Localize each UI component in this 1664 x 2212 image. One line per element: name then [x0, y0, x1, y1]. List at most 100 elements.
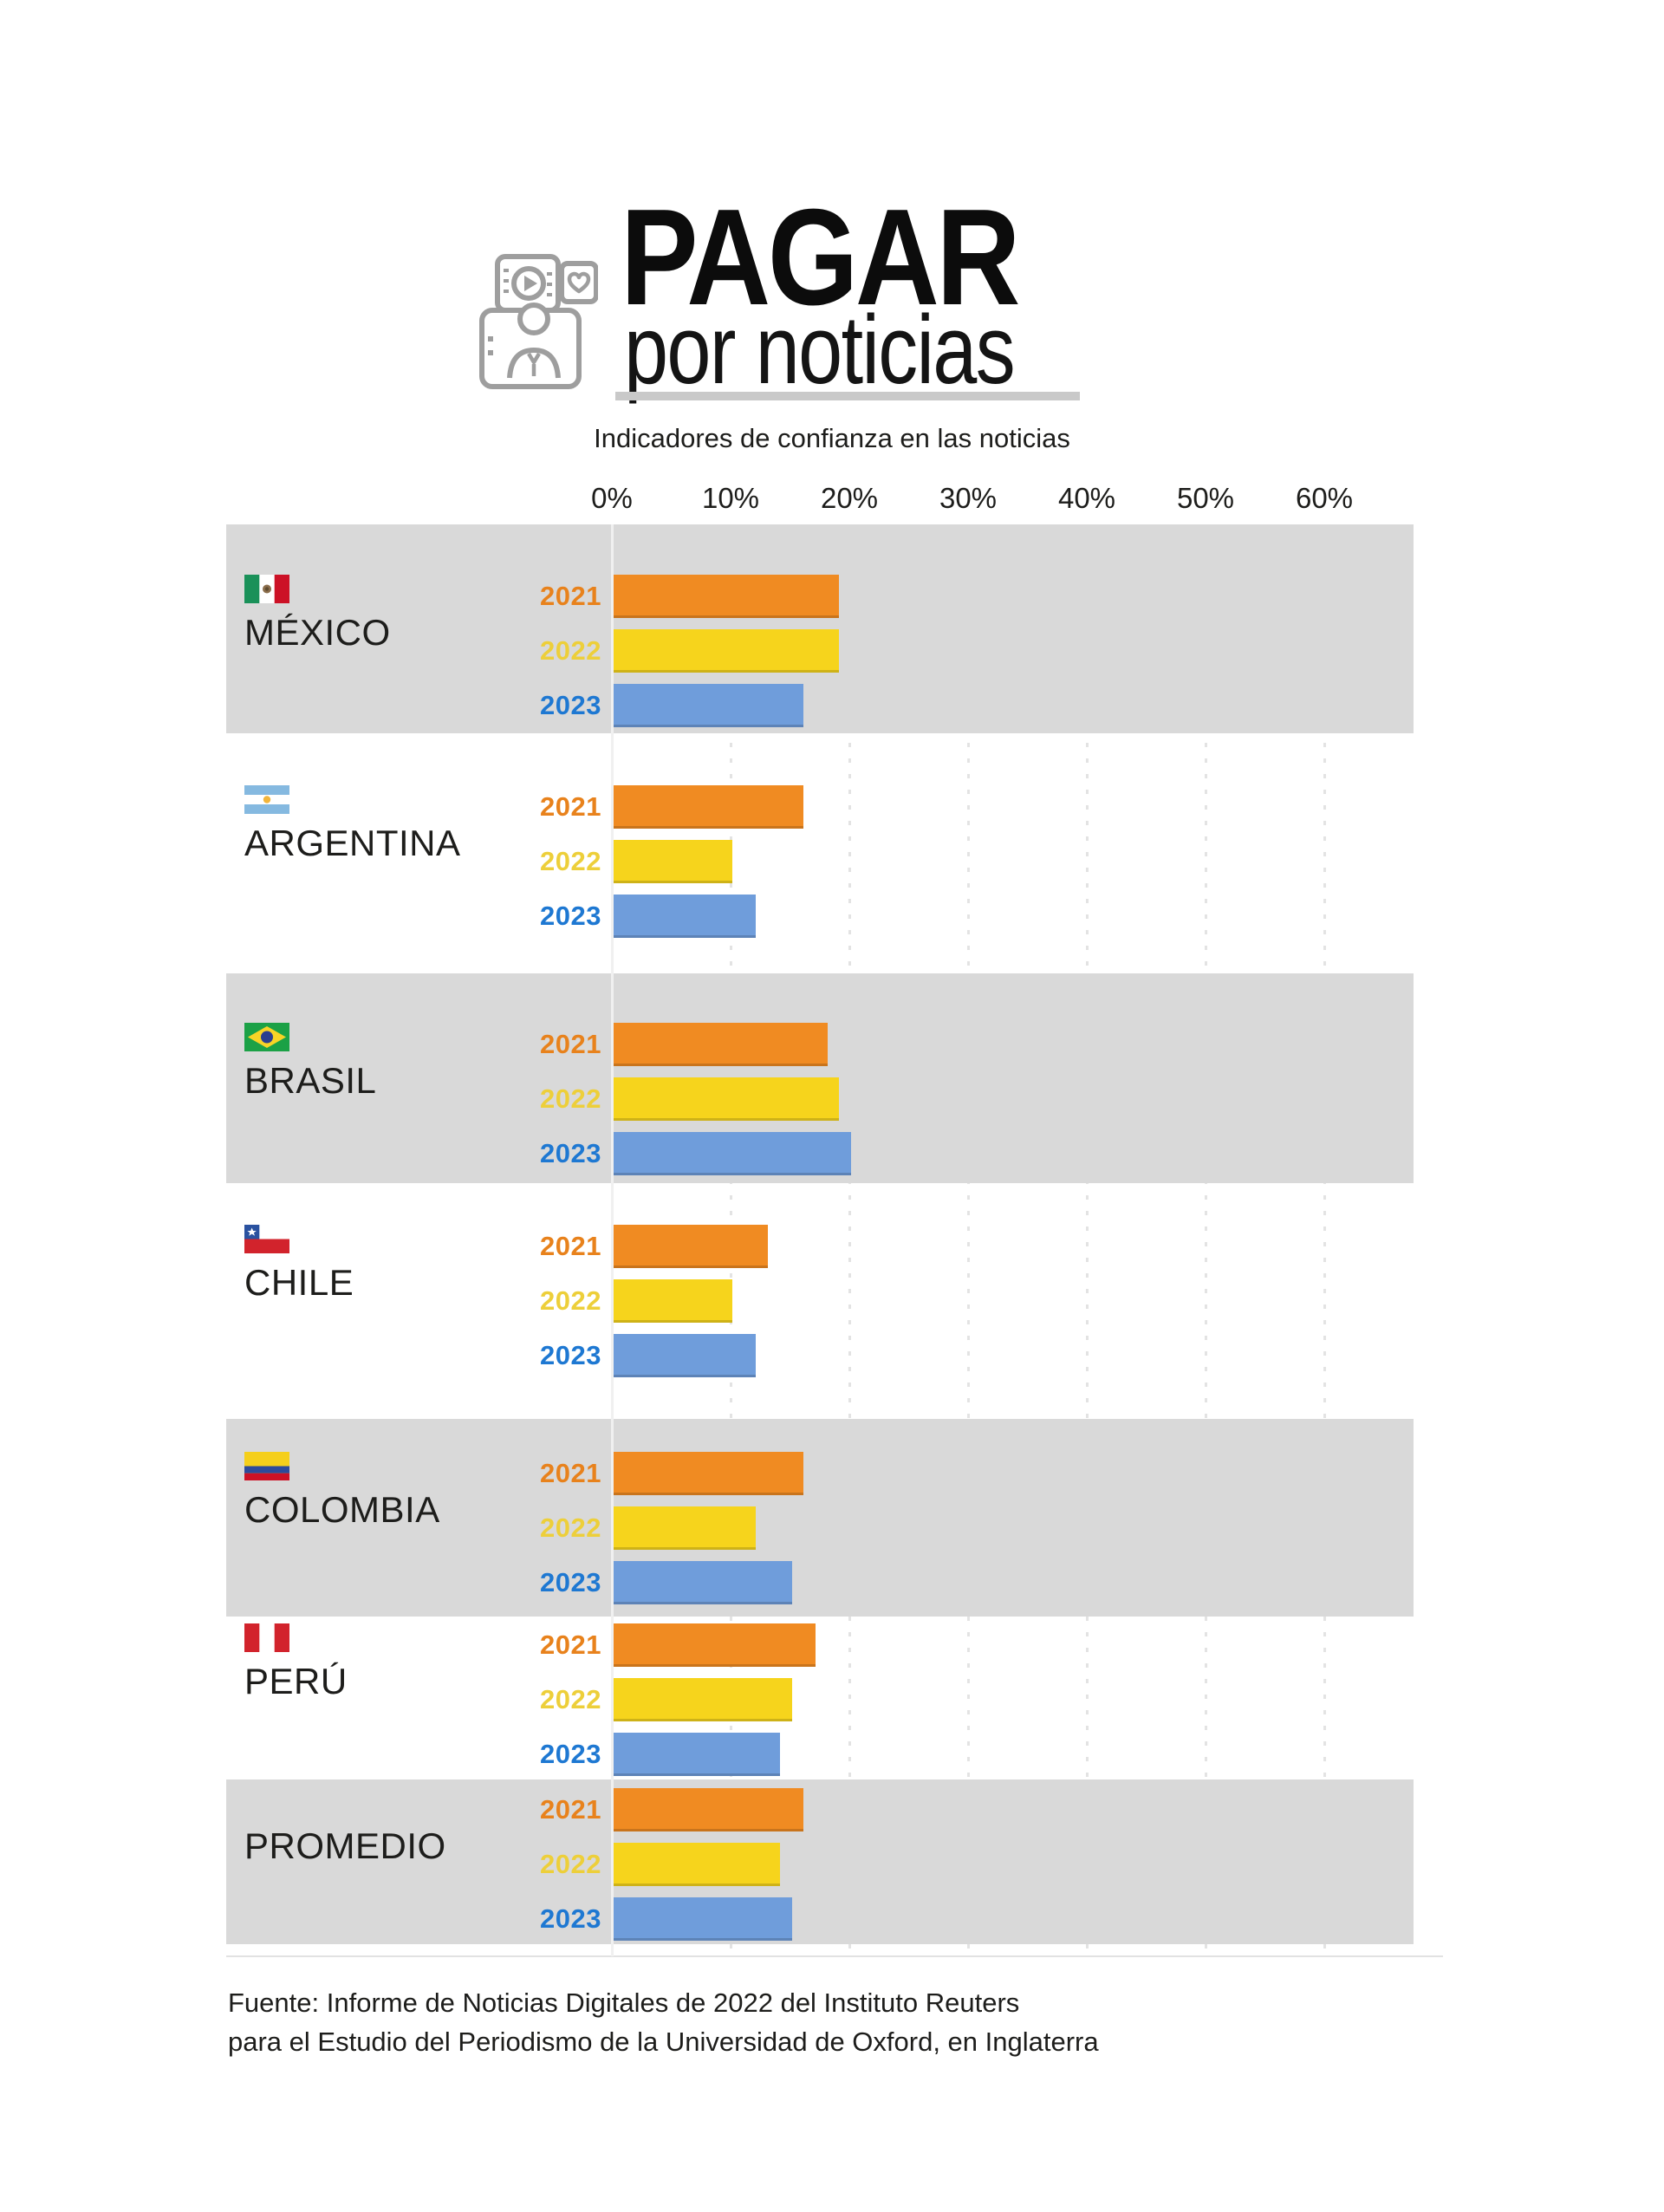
bar-colombia-2023	[614, 1561, 792, 1604]
country-label-block: COLOMBIA	[244, 1452, 440, 1529]
gridline-60pct	[1323, 524, 1326, 1956]
country-name: MÉXICO	[244, 612, 391, 653]
bar-promedio-2021	[614, 1788, 803, 1831]
year-label-2021: 2021	[540, 791, 601, 822]
year-label-2022: 2022	[540, 635, 601, 666]
country-section-argentina: ARGENTINA 2021 2022 2023	[226, 733, 1414, 973]
bar-row-2023: 2023	[226, 1897, 1414, 1941]
bar-chile-2022	[614, 1279, 732, 1323]
bar-row-2021: 2021	[226, 1788, 1414, 1831]
country-section-perú: PERÚ 2021 2022 2023	[226, 1617, 1414, 1779]
bar-méxico-2022	[614, 629, 839, 673]
bar-row-2023: 2023	[226, 1334, 1414, 1377]
media-subscription-icon	[479, 254, 598, 389]
bar-row-2023: 2023	[226, 1733, 1414, 1776]
country-name: PROMEDIO	[244, 1825, 446, 1866]
year-label-2023: 2023	[540, 690, 601, 720]
brazil-flag	[244, 1023, 289, 1051]
bar-row-2021: 2021	[226, 1623, 1414, 1667]
year-label-2022: 2022	[540, 1684, 601, 1714]
year-label-2023: 2023	[540, 1138, 601, 1168]
bar-brasil-2023	[614, 1132, 851, 1175]
bar-perú-2021	[614, 1623, 816, 1667]
bar-argentina-2022	[614, 840, 732, 883]
source-line-2: para el Estudio del Periodismo de la Uni…	[228, 2027, 1099, 2057]
country-section-promedio: PROMEDIO 2021 2022 2023	[226, 1779, 1414, 1944]
mexico-flag	[244, 575, 289, 603]
bar-group: 2021 2022 2023	[226, 785, 1414, 949]
bar-group: 2021 2022 2023	[226, 1788, 1414, 1952]
bar-méxico-2023	[614, 684, 803, 727]
country-name: COLOMBIA	[244, 1489, 440, 1530]
year-label-2022: 2022	[540, 1849, 601, 1879]
year-label-2022: 2022	[540, 1083, 601, 1114]
bar-row-2022: 2022	[226, 1506, 1414, 1550]
country-section-méxico: MÉXICO 2021 2022 2023	[226, 524, 1414, 733]
bar-row-2021: 2021	[226, 785, 1414, 829]
bar-colombia-2022	[614, 1506, 756, 1550]
year-label-2021: 2021	[540, 1794, 601, 1825]
peru-flag	[244, 1623, 289, 1652]
country-label-block: ARGENTINA	[244, 785, 461, 862]
bar-méxico-2021	[614, 575, 839, 618]
colombia-flag	[244, 1452, 289, 1480]
source-note: Fuente: Informe de Noticias Digitales de…	[228, 1983, 1099, 2061]
country-section-brasil: BRASIL 2021 2022 2023	[226, 973, 1414, 1183]
bar-row-2022: 2022	[226, 629, 1414, 673]
bar-chart: MÉXICO 2021 2022 2023 ARGENTINA 2021 2022 2023 B…	[226, 524, 1414, 1956]
bar-row-2022: 2022	[226, 1077, 1414, 1121]
axis-tick-40: 40%	[1057, 482, 1116, 514]
title-underline	[615, 392, 1080, 400]
bar-promedio-2023	[614, 1897, 792, 1941]
bar-perú-2023	[614, 1733, 780, 1776]
bar-row-2023: 2023	[226, 1561, 1414, 1604]
bar-argentina-2021	[614, 785, 803, 829]
axis-tick-30: 30%	[939, 482, 998, 514]
bar-group: 2021 2022 2023	[226, 1225, 1414, 1389]
year-label-2022: 2022	[540, 1513, 601, 1543]
bar-row-2022: 2022	[226, 1279, 1414, 1323]
zero-axis-line	[611, 524, 614, 1956]
chile-flag	[244, 1225, 289, 1253]
flag-spacer	[244, 1788, 289, 1817]
country-name: CHILE	[244, 1262, 354, 1303]
year-label-2023: 2023	[540, 1567, 601, 1597]
country-label-block: PROMEDIO	[244, 1788, 446, 1865]
year-label-2023: 2023	[540, 1739, 601, 1769]
bar-brasil-2022	[614, 1077, 839, 1121]
bar-row-2021: 2021	[226, 1452, 1414, 1495]
footer-divider	[226, 1955, 1443, 1957]
bar-row-2022: 2022	[226, 840, 1414, 883]
bar-argentina-2023	[614, 895, 756, 938]
chart-subtitle: Indicadores de confianza en las noticias	[594, 423, 1070, 453]
year-label-2022: 2022	[540, 1285, 601, 1316]
year-label-2023: 2023	[540, 901, 601, 931]
year-label-2023: 2023	[540, 1340, 601, 1370]
country-name: BRASIL	[244, 1060, 377, 1101]
bar-group: 2021 2022 2023	[226, 1023, 1414, 1187]
country-section-colombia: COLOMBIA 2021 2022 2023	[226, 1419, 1414, 1617]
country-label-block: MÉXICO	[244, 575, 391, 652]
bar-row-2023: 2023	[226, 684, 1414, 727]
bar-perú-2022	[614, 1678, 792, 1721]
axis-tick-50: 50%	[1176, 482, 1235, 514]
country-name: PERÚ	[244, 1661, 348, 1701]
bar-group: 2021 2022 2023	[226, 1452, 1414, 1616]
bar-row-2021: 2021	[226, 1023, 1414, 1066]
bar-row-2023: 2023	[226, 1132, 1414, 1175]
bar-row-2022: 2022	[226, 1843, 1414, 1886]
country-label-block: PERÚ	[244, 1623, 348, 1701]
country-label-block: BRASIL	[244, 1023, 376, 1100]
bar-group: 2021 2022 2023	[226, 575, 1414, 738]
year-label-2021: 2021	[540, 1458, 601, 1488]
bar-chile-2021	[614, 1225, 768, 1268]
axis-tick-0: 0%	[591, 482, 633, 514]
bar-row-2021: 2021	[226, 575, 1414, 618]
source-line-1: Fuente: Informe de Noticias Digitales de…	[228, 1988, 1020, 2018]
page-title-line2: por noticias	[624, 296, 1016, 404]
year-label-2021: 2021	[540, 1630, 601, 1660]
year-label-2022: 2022	[540, 846, 601, 876]
year-label-2021: 2021	[540, 581, 601, 611]
country-name: ARGENTINA	[244, 823, 461, 863]
